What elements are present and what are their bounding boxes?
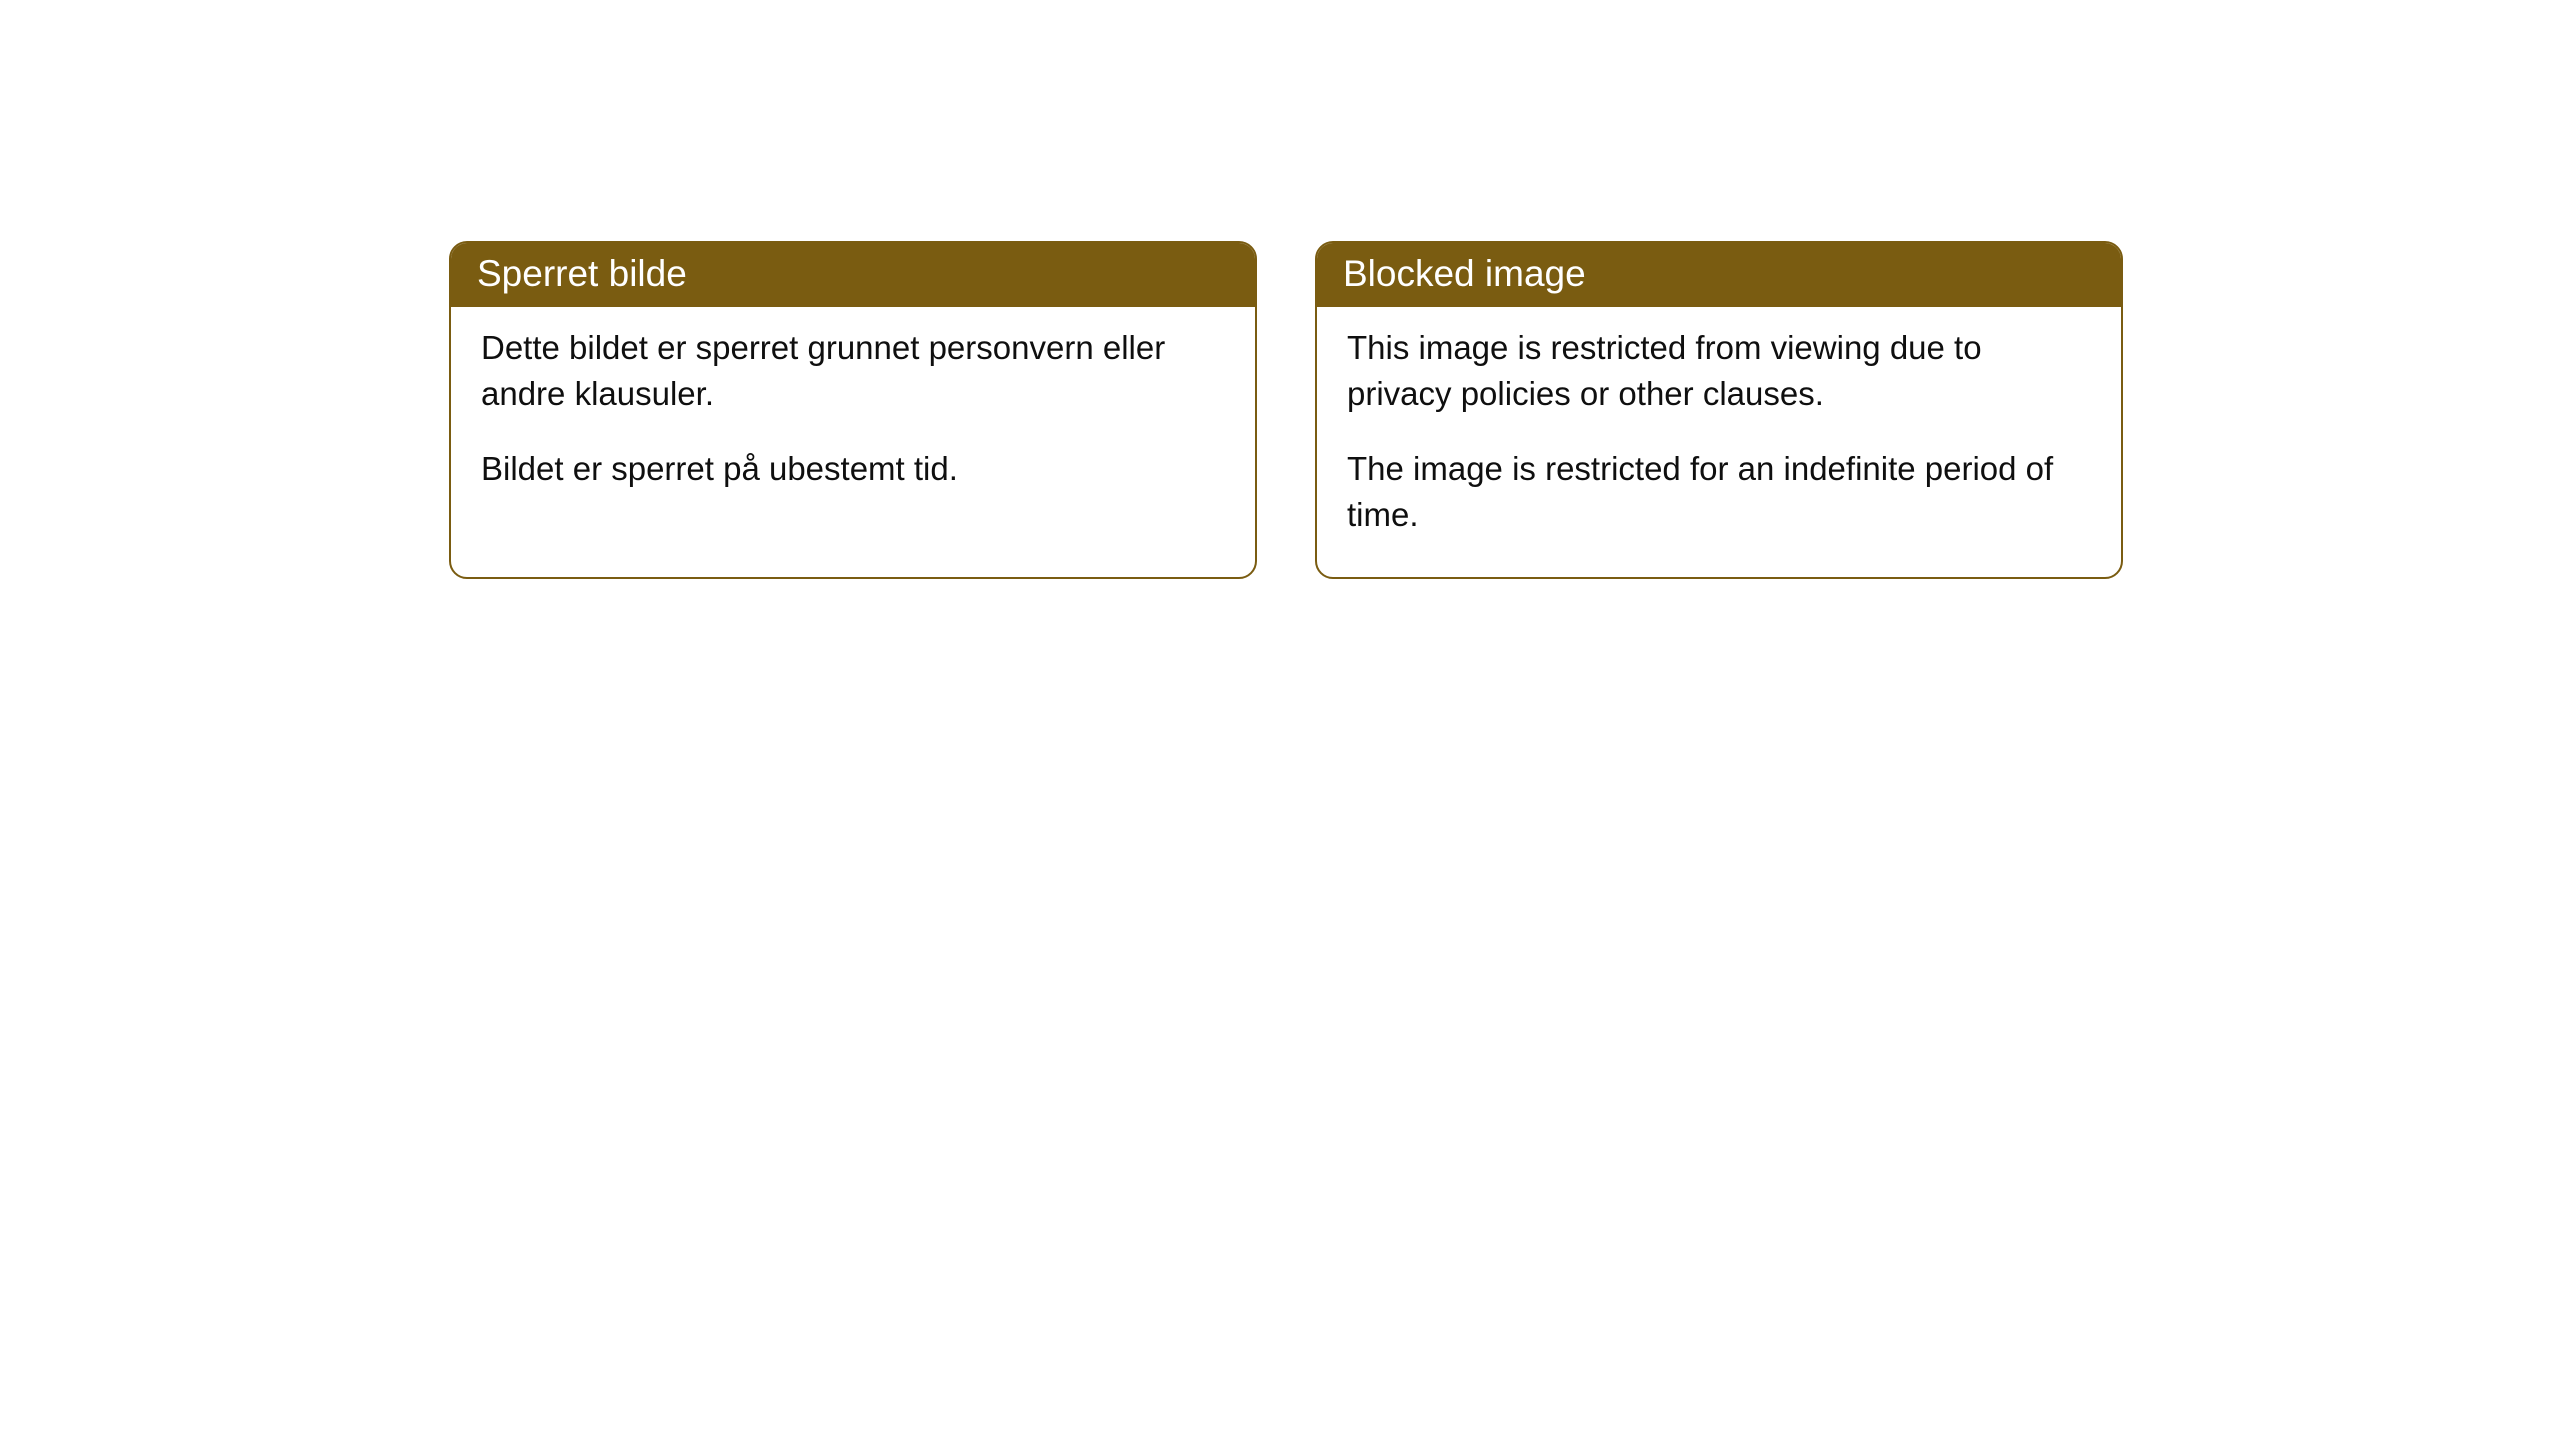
notice-body-english: This image is restricted from viewing du… (1317, 307, 2121, 577)
notice-title-norwegian: Sperret bilde (451, 243, 1255, 307)
notice-card-english: Blocked image This image is restricted f… (1315, 241, 2123, 579)
notice-text: This image is restricted from viewing du… (1347, 325, 2091, 416)
notice-title-english: Blocked image (1317, 243, 2121, 307)
notice-card-norwegian: Sperret bilde Dette bildet er sperret gr… (449, 241, 1257, 579)
notice-body-norwegian: Dette bildet er sperret grunnet personve… (451, 307, 1255, 532)
notice-text: The image is restricted for an indefinit… (1347, 446, 2091, 537)
notice-text: Bildet er sperret på ubestemt tid. (481, 446, 1225, 492)
notice-container: Sperret bilde Dette bildet er sperret gr… (449, 241, 2123, 579)
notice-text: Dette bildet er sperret grunnet personve… (481, 325, 1225, 416)
